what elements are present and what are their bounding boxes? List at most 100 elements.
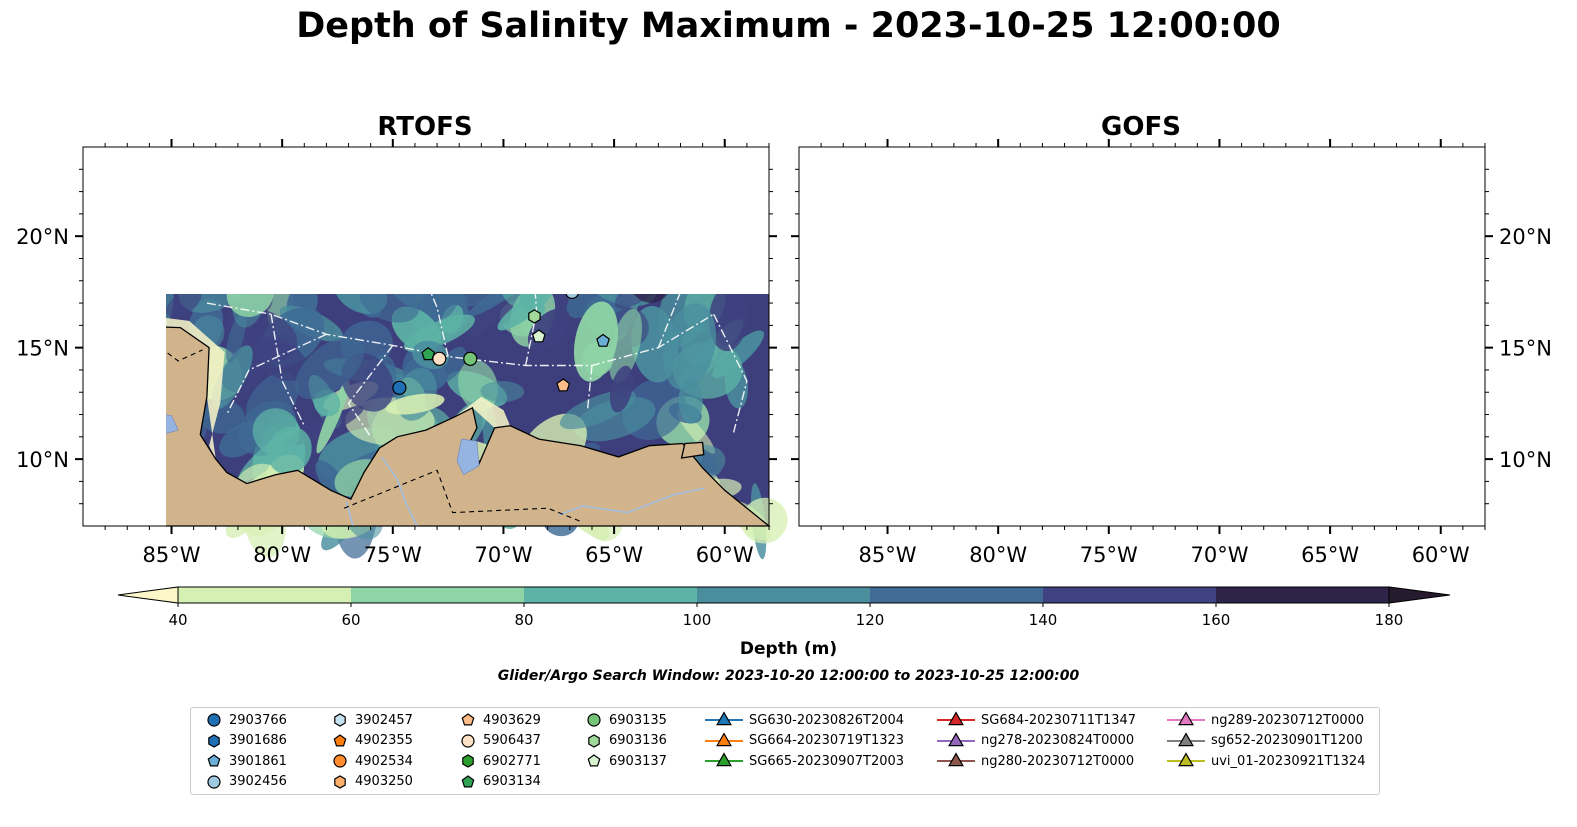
triangle-marker-icon (1167, 711, 1205, 726)
legend-item: SG664-20230719T1323 (705, 731, 905, 750)
colorbar-segment (697, 587, 870, 603)
glider-SG664-20230719T1323-gofs (1230, 279, 1244, 291)
legend-label: 3902456 (229, 774, 287, 789)
legend-item: 3901861 (205, 752, 287, 770)
legend-item: SG684-20230711T1347 (937, 711, 1136, 729)
triangle-marker-icon (937, 731, 975, 746)
glider-uvi_01-20230921T1324-gofs (1325, 270, 1339, 282)
glider-ng289-20230712T0000-rtofs (554, 261, 568, 273)
colorbar-segment (870, 587, 1043, 603)
argo-3901861-gofs (1313, 335, 1325, 347)
hexagon-marker-icon (334, 713, 346, 727)
circle-marker-icon (333, 754, 347, 768)
legend-label: 3902457 (355, 712, 413, 728)
legend-label: 4903250 (355, 774, 413, 789)
glider-ng278-20230824T0000-gofs (1330, 277, 1344, 289)
ticks-rtofs (75, 139, 777, 534)
lat-tick-right: 10°N (1499, 448, 1552, 472)
legend-item: ng289-20230712T0000 (1167, 711, 1364, 729)
legend-item: 2903766 (205, 711, 287, 729)
argo-4902355-rtofs (654, 205, 666, 217)
legend-label: 4903629 (483, 712, 541, 728)
pentagon-marker-icon (461, 713, 475, 726)
lat-tick-left: 10°N (16, 448, 69, 472)
argo-4903629-gofs (1273, 379, 1285, 391)
colorbar-segment (1216, 587, 1389, 603)
legend-label: uvi_01-20230921T1324 (1211, 753, 1366, 769)
argo-4902534-rtofs (687, 239, 700, 252)
legend-item: ng280-20230712T0000 (937, 752, 1134, 770)
lon-tick-gofs: 60°W (1412, 543, 1470, 567)
legend-label: SG665-20230907T2003 (749, 753, 905, 769)
legend-label: ng278-20230824T0000 (981, 733, 1135, 748)
lat-tick-right: 20°N (1499, 225, 1552, 249)
legend-item: sg652-20230901T1200 (1167, 731, 1363, 750)
legend-item: 6903137 (585, 752, 667, 770)
argo-6903136-rtofs (528, 309, 541, 324)
legend-label: 6903136 (609, 733, 667, 748)
glider-sg652-20230901T1200-rtofs (118, 243, 132, 255)
legend-label: ng289-20230712T0000 (1211, 712, 1365, 728)
circle-marker-icon (587, 713, 601, 727)
legend-label: 6903134 (483, 774, 541, 789)
glider-SG684-20230711T1347-gofs (1277, 279, 1291, 291)
legend-item: 4902355 (331, 732, 413, 750)
gofs-map (791, 139, 1493, 534)
glider-SG665-20230907T2003-rtofs (612, 270, 626, 282)
legend-label: 3901861 (229, 753, 287, 769)
triangle-marker-icon (705, 711, 743, 726)
legend-item: 6902771 (459, 752, 541, 770)
legend-label: 3901686 (229, 733, 287, 748)
pentagon-marker-icon (461, 774, 475, 787)
colorbar-tick: 120 (856, 611, 885, 629)
argo-4902355-gofs (1370, 205, 1382, 217)
lon-tick-gofs: 80°W (969, 543, 1027, 567)
colorbar-under-arrow (117, 586, 179, 604)
legend-label: SG664-20230719T1323 (749, 733, 905, 748)
legend-label: 6903135 (609, 712, 667, 728)
lon-tick-rtofs: 85°W (143, 543, 201, 567)
argo-6903134-rtofs (421, 347, 436, 361)
triangle-marker-icon (705, 752, 743, 767)
argo-6903137-gofs (1249, 330, 1261, 342)
argo-4902534-gofs (1403, 239, 1416, 252)
legend-label: 4902355 (355, 733, 413, 748)
legend-item: 3901686 (205, 732, 287, 750)
hexagon-marker-icon (588, 733, 600, 748)
circle-marker-icon (207, 713, 221, 727)
legend-label: SG630-20230826T2004 (749, 712, 905, 728)
hexagon-marker-icon (208, 733, 220, 748)
argo-6903135-rtofs (463, 351, 478, 366)
glider-ng280-20230712T0000-gofs (1325, 274, 1339, 286)
legend-item: SG665-20230907T2003 (705, 752, 904, 770)
glider-SG684-20230711T1347-rtofs (561, 279, 575, 291)
colorbar-segment (351, 587, 524, 603)
legend-label: 4902534 (355, 753, 413, 769)
argo-4903629-rtofs (556, 378, 571, 392)
legend-item: 6903136 (585, 732, 667, 750)
legend-label: SG684-20230711T1347 (981, 712, 1137, 728)
argo-3902456-gofs (1282, 285, 1295, 298)
triangle-marker-icon (937, 752, 975, 767)
pentagon-marker-icon (333, 733, 347, 746)
glider-SG630-20230826T2004-gofs (1288, 272, 1302, 284)
argo-4903250-rtofs (144, 167, 155, 180)
map-panels: 85°W 85°W 80°W 80°W 75°W 75°W 70°W 70°W 65°W 65°W… (16, 139, 1552, 567)
legend-item: 3902457 (331, 711, 413, 729)
triangle-marker-icon (937, 711, 975, 726)
lon-tick-rtofs: 65°W (585, 543, 643, 567)
legend-label: 5906437 (483, 733, 541, 748)
pentagon-marker-icon (587, 754, 601, 767)
glider-SG664-20230719T1323-rtofs (514, 279, 528, 291)
circle-marker-icon (207, 774, 221, 789)
lon-tick-rtofs: 70°W (475, 543, 533, 567)
argo-3902457-rtofs (513, 272, 524, 285)
colorbar-segment (178, 587, 351, 603)
argo-6903137-rtofs (531, 329, 546, 343)
glider-ng280-20230712T0000-rtofs (609, 274, 623, 286)
argo-3901861-rtofs (596, 333, 610, 347)
argo-3902457-gofs (1229, 272, 1240, 285)
glider-ng278-20230824T0000-rtofs (614, 277, 628, 289)
search-window-text: Glider/Argo Search Window: 2023-10-20 12… (497, 668, 1080, 684)
colorbar: 40 60 80 100 120 140 160 180 (117, 586, 1451, 629)
